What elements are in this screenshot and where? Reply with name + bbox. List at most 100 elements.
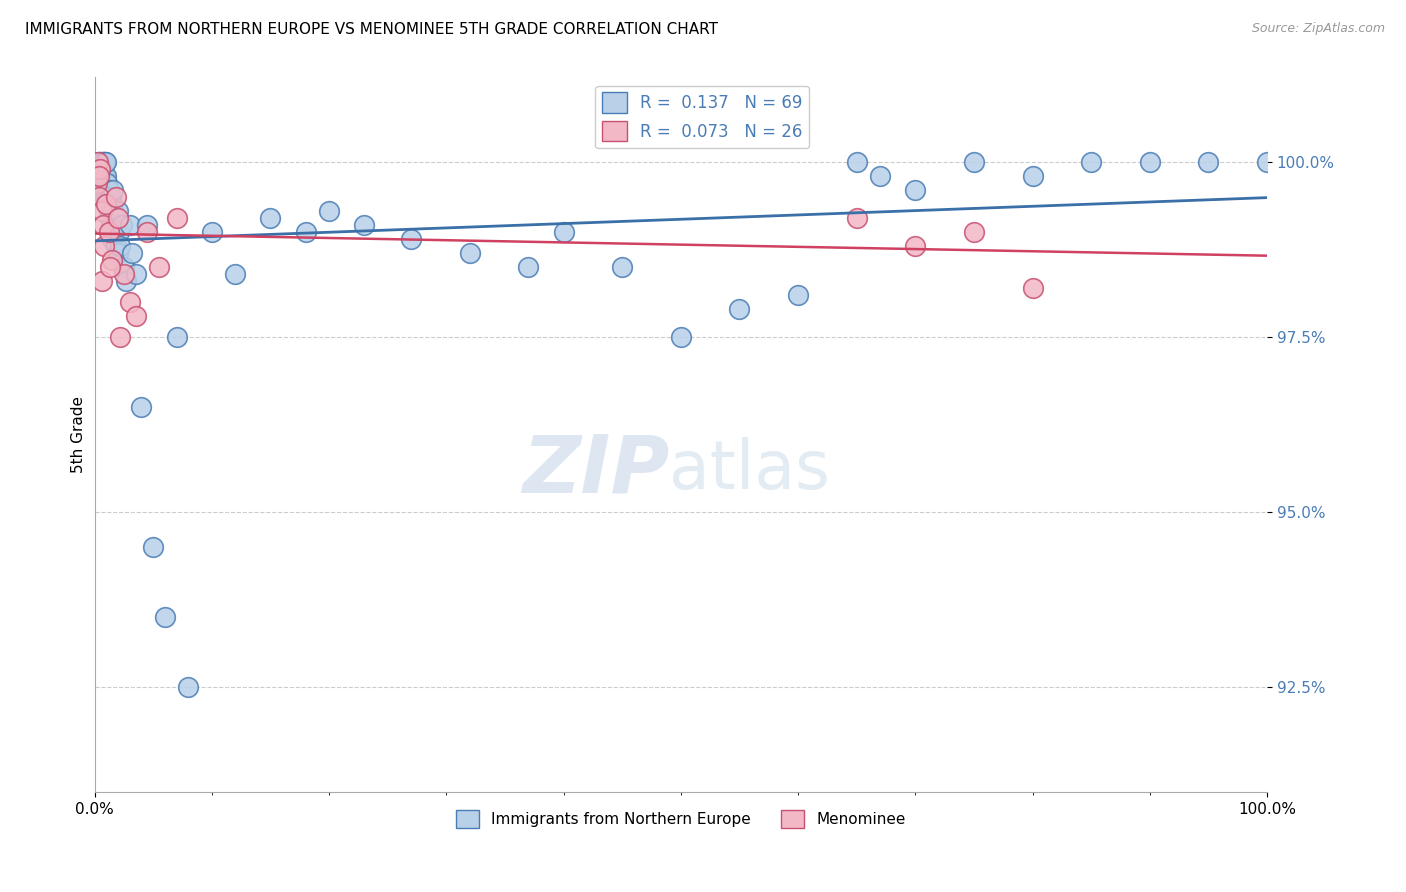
- Point: [93, 238, 115, 252]
- Point: [458, 245, 481, 260]
- Point: [1197, 154, 1219, 169]
- Point: [1021, 169, 1043, 183]
- Point: [153, 610, 176, 624]
- Point: [115, 274, 138, 288]
- Point: [1080, 154, 1102, 169]
- Point: [869, 169, 891, 183]
- Point: [107, 211, 129, 225]
- Point: [89, 169, 111, 183]
- Point: [845, 154, 868, 169]
- Point: [904, 182, 927, 196]
- Point: [90, 274, 112, 288]
- Point: [96, 189, 118, 203]
- Point: [787, 287, 810, 301]
- Point: [110, 218, 132, 232]
- Point: [91, 218, 114, 232]
- Point: [96, 189, 118, 203]
- Text: atlas: atlas: [669, 437, 830, 503]
- Y-axis label: 5th Grade: 5th Grade: [72, 396, 86, 473]
- Point: [201, 225, 224, 239]
- Point: [91, 154, 114, 169]
- Point: [136, 218, 159, 232]
- Point: [148, 260, 170, 274]
- Point: [89, 154, 111, 169]
- Point: [87, 154, 110, 169]
- Point: [101, 231, 124, 245]
- Point: [399, 231, 422, 245]
- Text: ZIP: ZIP: [522, 432, 669, 509]
- Point: [89, 161, 111, 176]
- Point: [259, 211, 281, 225]
- Point: [98, 211, 121, 225]
- Point: [97, 225, 120, 239]
- Point: [86, 176, 108, 190]
- Point: [100, 218, 122, 232]
- Point: [318, 203, 340, 218]
- Point: [118, 294, 141, 309]
- Point: [89, 189, 111, 203]
- Point: [104, 238, 127, 252]
- Point: [104, 189, 127, 203]
- Point: [94, 154, 117, 169]
- Point: [96, 176, 118, 190]
- Point: [110, 329, 132, 343]
- Point: [124, 267, 146, 281]
- Point: [96, 154, 118, 169]
- Point: [553, 225, 575, 239]
- Point: [103, 203, 125, 218]
- Point: [101, 252, 124, 267]
- Point: [98, 260, 121, 274]
- Point: [90, 176, 112, 190]
- Point: [110, 238, 132, 252]
- Text: IMMIGRANTS FROM NORTHERN EUROPE VS MENOMINEE 5TH GRADE CORRELATION CHART: IMMIGRANTS FROM NORTHERN EUROPE VS MENOM…: [25, 22, 718, 37]
- Point: [89, 154, 111, 169]
- Point: [100, 189, 122, 203]
- Point: [93, 169, 115, 183]
- Point: [96, 196, 118, 211]
- Point: [904, 238, 927, 252]
- Point: [103, 211, 125, 225]
- Point: [98, 189, 121, 203]
- Point: [107, 203, 129, 218]
- Point: [963, 225, 986, 239]
- Point: [90, 154, 112, 169]
- Legend: Immigrants from Northern Europe, Menominee: Immigrants from Northern Europe, Menomin…: [450, 804, 912, 834]
- Point: [1256, 154, 1278, 169]
- Text: Source: ZipAtlas.com: Source: ZipAtlas.com: [1251, 22, 1385, 36]
- Point: [93, 154, 115, 169]
- Point: [136, 225, 159, 239]
- Point: [728, 301, 751, 316]
- Point: [963, 154, 986, 169]
- Point: [177, 680, 200, 694]
- Point: [612, 260, 634, 274]
- Point: [845, 211, 868, 225]
- Point: [107, 245, 129, 260]
- Point: [94, 176, 117, 190]
- Point: [97, 182, 120, 196]
- Point: [118, 218, 141, 232]
- Point: [103, 182, 125, 196]
- Point: [96, 169, 118, 183]
- Point: [90, 203, 112, 218]
- Point: [89, 169, 111, 183]
- Point: [112, 260, 135, 274]
- Point: [124, 309, 146, 323]
- Point: [166, 329, 188, 343]
- Point: [353, 218, 375, 232]
- Point: [87, 161, 110, 176]
- Point: [669, 329, 692, 343]
- Point: [97, 203, 120, 218]
- Point: [112, 267, 135, 281]
- Point: [108, 225, 131, 239]
- Point: [105, 218, 128, 232]
- Point: [91, 161, 114, 176]
- Point: [224, 267, 246, 281]
- Point: [294, 225, 316, 239]
- Point: [142, 540, 165, 554]
- Point: [1021, 280, 1043, 294]
- Point: [166, 211, 188, 225]
- Point: [517, 260, 540, 274]
- Point: [1139, 154, 1161, 169]
- Point: [121, 245, 143, 260]
- Point: [131, 400, 153, 414]
